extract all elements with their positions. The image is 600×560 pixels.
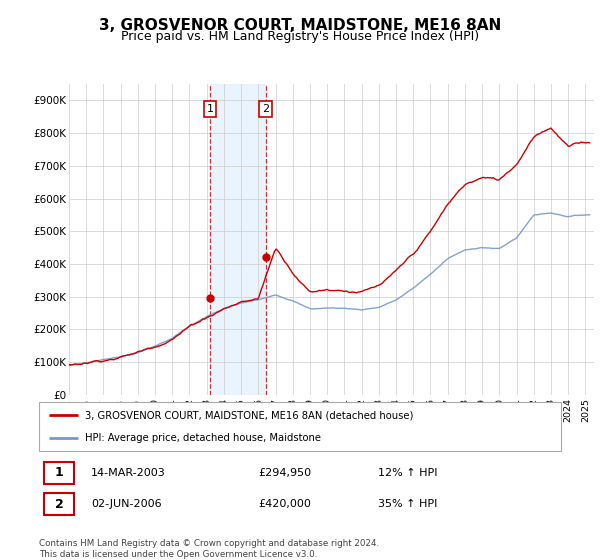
Bar bbox=[210, 84, 266, 395]
Text: HPI: Average price, detached house, Maidstone: HPI: Average price, detached house, Maid… bbox=[85, 433, 321, 444]
Text: 3, GROSVENOR COURT, MAIDSTONE, ME16 8AN: 3, GROSVENOR COURT, MAIDSTONE, ME16 8AN bbox=[99, 18, 501, 33]
Text: 3, GROSVENOR COURT, MAIDSTONE, ME16 8AN (detached house): 3, GROSVENOR COURT, MAIDSTONE, ME16 8AN … bbox=[85, 410, 413, 421]
Text: £420,000: £420,000 bbox=[258, 499, 311, 509]
Text: 02-JUN-2006: 02-JUN-2006 bbox=[91, 499, 162, 509]
FancyBboxPatch shape bbox=[44, 493, 74, 516]
FancyBboxPatch shape bbox=[44, 461, 74, 484]
Text: 35% ↑ HPI: 35% ↑ HPI bbox=[379, 499, 437, 509]
Text: 14-MAR-2003: 14-MAR-2003 bbox=[91, 468, 166, 478]
Text: Contains HM Land Registry data © Crown copyright and database right 2024.
This d: Contains HM Land Registry data © Crown c… bbox=[39, 539, 379, 559]
Text: Price paid vs. HM Land Registry's House Price Index (HPI): Price paid vs. HM Land Registry's House … bbox=[121, 30, 479, 43]
Text: £294,950: £294,950 bbox=[258, 468, 311, 478]
Text: 1: 1 bbox=[55, 466, 64, 479]
Text: 12% ↑ HPI: 12% ↑ HPI bbox=[379, 468, 438, 478]
Text: 1: 1 bbox=[206, 104, 214, 114]
FancyBboxPatch shape bbox=[39, 402, 561, 451]
Text: 2: 2 bbox=[262, 104, 269, 114]
Text: 2: 2 bbox=[55, 498, 64, 511]
